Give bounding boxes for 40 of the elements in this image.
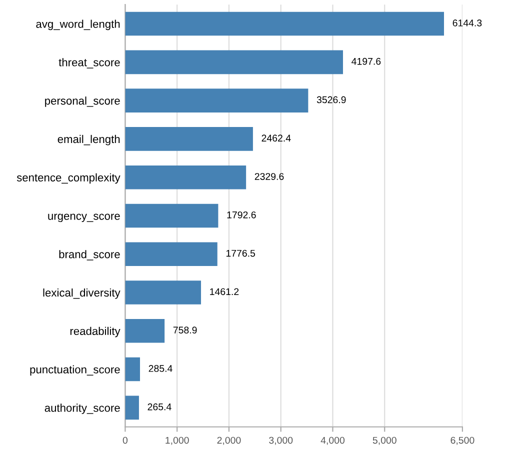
- bar: [125, 242, 218, 266]
- y-tick-label: urgency_score: [48, 214, 120, 222]
- data-label: 2329.6: [254, 173, 284, 180]
- y-tick-label: lexical_diversity: [43, 288, 120, 299]
- x-tick-label: 2,000: [217, 436, 241, 445]
- data-label: 4197.6: [352, 58, 381, 65]
- data-label: 1792.6: [227, 211, 256, 218]
- bar: [125, 50, 343, 74]
- y-tick-label: punctuation_score: [30, 365, 120, 376]
- data-label: 1461.2: [210, 288, 239, 296]
- data-label: 6144.3: [452, 20, 482, 26]
- y-tick-label: authority_score: [44, 404, 120, 414]
- bar: [125, 280, 202, 304]
- data-label: 758.9: [173, 326, 197, 334]
- y-tick-label: email_length: [58, 134, 120, 146]
- bar: [125, 88, 308, 112]
- data-label: 2462.4: [262, 134, 291, 142]
- y-tick-label: brand_score: [59, 250, 120, 260]
- bar: [125, 396, 139, 420]
- y-tick-label: avg_word_length: [36, 20, 120, 30]
- x-tick-label: 0: [122, 436, 128, 444]
- data-label: 265.4: [148, 403, 172, 410]
- x-tick-label: 5,000: [372, 436, 396, 445]
- bar: [125, 12, 444, 36]
- data-label: 1776.5: [226, 250, 256, 257]
- y-tick-label: readability: [70, 326, 120, 338]
- bar: [125, 204, 218, 228]
- bar: [125, 127, 253, 151]
- y-tick-label: sentence_complexity: [16, 173, 120, 184]
- bar: [125, 357, 140, 382]
- x-tick-label: 3,000: [269, 436, 293, 445]
- y-tick-label: threat_score: [58, 58, 120, 68]
- bar: [125, 165, 246, 190]
- y-tick-label: personal_score: [45, 96, 120, 107]
- x-tick-label: 4,000: [320, 436, 345, 445]
- x-tick-label: 6,500: [450, 436, 474, 445]
- bar: [125, 318, 165, 343]
- data-label: 285.4: [148, 365, 172, 372]
- x-tick-label: 1,000: [166, 436, 189, 445]
- data-label: 3526.9: [316, 96, 346, 104]
